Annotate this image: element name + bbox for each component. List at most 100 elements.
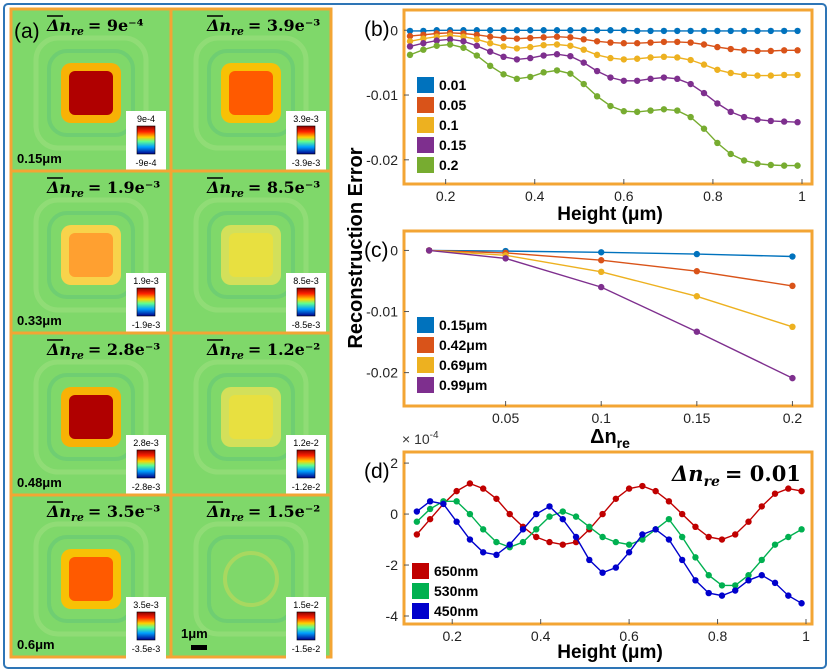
data-point — [527, 54, 534, 62]
colorbar-max-label: 3.9e-3 — [293, 114, 319, 124]
colorbar-max-label: 1.5e-2 — [293, 600, 319, 610]
data-point — [446, 41, 454, 48]
title-subscript: re — [231, 187, 244, 200]
data-point — [700, 61, 708, 68]
data-point — [647, 107, 654, 114]
data-point — [598, 283, 605, 291]
data-point — [692, 523, 699, 531]
data-point — [678, 533, 686, 541]
data-point — [479, 549, 487, 556]
colorbar-min-label: -3.9e-3 — [292, 158, 321, 168]
data-point — [700, 89, 708, 97]
heatmap-ripple — [47, 535, 135, 623]
data-point — [533, 510, 540, 518]
data-point — [692, 577, 699, 584]
title-symbol: Δn — [46, 340, 71, 359]
title-value: = 1.2e⁻² — [248, 340, 320, 359]
data-point — [586, 556, 593, 564]
data-point — [794, 27, 801, 35]
data-point — [754, 72, 761, 79]
data-point — [567, 34, 574, 41]
data-point — [767, 161, 775, 169]
data-point — [620, 77, 628, 84]
data-point — [607, 74, 614, 81]
heatmap-core-region — [69, 233, 113, 277]
data-point — [678, 556, 686, 564]
data-point — [580, 46, 587, 53]
x-tick-label: 1 — [798, 188, 806, 204]
panel-label: (d) — [364, 460, 390, 483]
data-point — [687, 56, 694, 64]
data-point — [519, 538, 527, 546]
colorbar-min-label: -2.8e-3 — [132, 482, 161, 492]
x-axis-subscript: re — [617, 435, 630, 451]
x-axis-label: Height (μm) — [557, 204, 663, 225]
legend-label: 0.42μm — [439, 337, 487, 353]
title-value: = 1.9e⁻³ — [88, 178, 160, 197]
data-point — [625, 485, 633, 492]
title-value: = 1.5e⁻² — [248, 502, 320, 521]
data-point — [798, 600, 805, 607]
heatmap-core-region — [69, 395, 113, 439]
data-point — [546, 538, 553, 546]
colorbar-gradient — [136, 287, 156, 317]
heatmap-title: Δnre = 2.8e⁻³ — [46, 340, 160, 362]
x-tick-label: 0.15 — [683, 410, 710, 426]
data-point — [780, 71, 788, 79]
data-point — [771, 490, 779, 497]
data-point — [473, 52, 481, 59]
heatmap-ripple — [207, 373, 295, 461]
data-point — [486, 62, 494, 70]
data-point — [598, 268, 605, 276]
legend: 0.01 0.05 0.1 0.15 0.2 — [417, 77, 466, 173]
heatmap-core-region — [69, 557, 113, 601]
data-point — [727, 45, 734, 53]
data-point — [693, 293, 701, 300]
data-point — [718, 536, 726, 543]
height-label: 0.48μm — [17, 475, 62, 490]
data-point — [546, 503, 553, 510]
data-point — [647, 75, 654, 83]
heatmap-cell: Δnre = 1.2e⁻² 1.2e-2 -1.2e-2 — [169, 331, 333, 497]
x-axis-label: Height (μm) — [557, 642, 663, 663]
heatmap-ripple — [33, 35, 149, 151]
title-symbol: Δn — [46, 16, 71, 35]
legend-swatch — [417, 77, 434, 93]
data-point — [433, 37, 440, 44]
heatmap-ripple — [193, 359, 309, 475]
legend-label: 0.01 — [439, 77, 466, 93]
legend-swatch — [417, 157, 434, 173]
data-point — [612, 495, 620, 502]
title-subscript: re — [71, 511, 84, 524]
data-point — [767, 117, 775, 125]
height-label: 0.6μm — [17, 637, 55, 652]
legend-label: 0.1 — [439, 117, 459, 133]
heatmap-title: Δnre = 1.2e⁻² — [206, 340, 320, 362]
data-point — [633, 108, 641, 116]
legend-swatch — [417, 377, 434, 393]
heatmap-core-region — [229, 233, 273, 277]
x-axis-symbol: Δn — [590, 426, 617, 448]
data-point — [633, 27, 641, 35]
data-point — [674, 107, 681, 114]
data-point — [693, 250, 701, 258]
data-point — [678, 510, 686, 518]
data-point — [754, 116, 761, 123]
data-point — [473, 27, 481, 34]
data-point — [714, 43, 721, 51]
heatmap-faint-ring — [223, 551, 279, 607]
data-point — [758, 572, 765, 579]
data-point — [553, 67, 561, 74]
x-tick-label: 0.2 — [436, 188, 456, 204]
data-point — [453, 518, 460, 525]
x-tick-label: 0.4 — [525, 188, 545, 204]
heatmap-title: Δnre = 3.5e⁻³ — [46, 502, 160, 524]
data-point — [513, 35, 521, 42]
data-point — [660, 74, 668, 81]
data-point — [789, 282, 796, 290]
colorbar-min-label: -3.5e-3 — [132, 644, 161, 654]
data-point — [780, 118, 788, 125]
legend-swatch — [417, 117, 434, 133]
legend: 0.15μm 0.42μm 0.69μm 0.99μm — [417, 317, 487, 393]
data-point — [785, 485, 792, 492]
